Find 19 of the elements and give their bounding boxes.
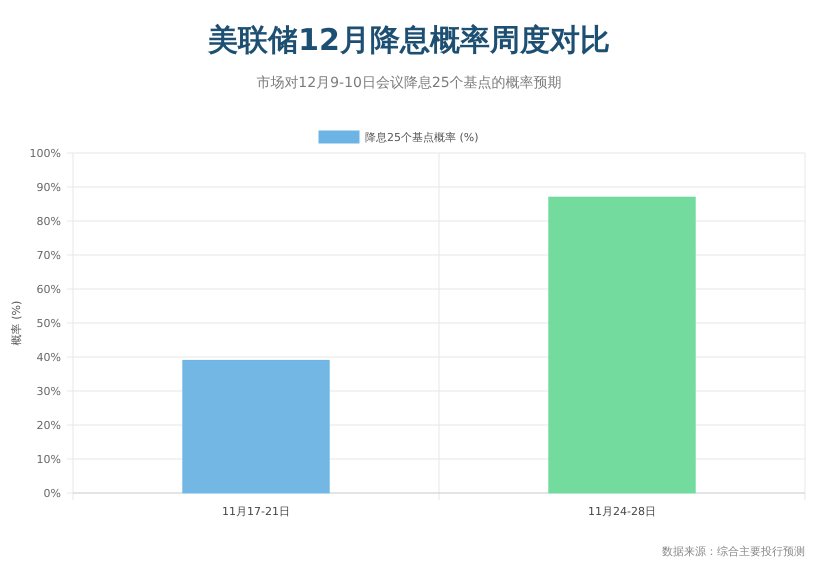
- chart-title: 美联储12月降息概率周度对比: [207, 23, 610, 58]
- y-tick-label: 50%: [36, 317, 61, 330]
- y-tick-label: 0%: [44, 487, 61, 500]
- y-tick-label: 30%: [36, 385, 61, 398]
- x-tick-label: 11月24-28日: [588, 505, 656, 518]
- source-note: 数据来源：综合主要投行预测: [662, 545, 805, 558]
- x-tick-label: 11月17-21日: [222, 505, 290, 518]
- legend-label: 降息25个基点概率 (%): [365, 131, 479, 144]
- y-tick-label: 80%: [36, 215, 61, 228]
- legend: 降息25个基点概率 (%): [318, 130, 479, 144]
- y-tick-label: 60%: [36, 283, 61, 296]
- y-tick-label: 70%: [36, 249, 61, 262]
- chart-subtitle: 市场对12月9-10日会议降息25个基点的概率预期: [256, 75, 562, 91]
- y-tick-label: 10%: [36, 453, 61, 466]
- y-axis-title: 概率 (%): [10, 300, 23, 346]
- y-tick-label: 100%: [30, 147, 61, 160]
- y-tick-label: 90%: [36, 181, 61, 194]
- y-tick-label: 40%: [36, 351, 61, 364]
- y-tick-label: 20%: [36, 419, 61, 432]
